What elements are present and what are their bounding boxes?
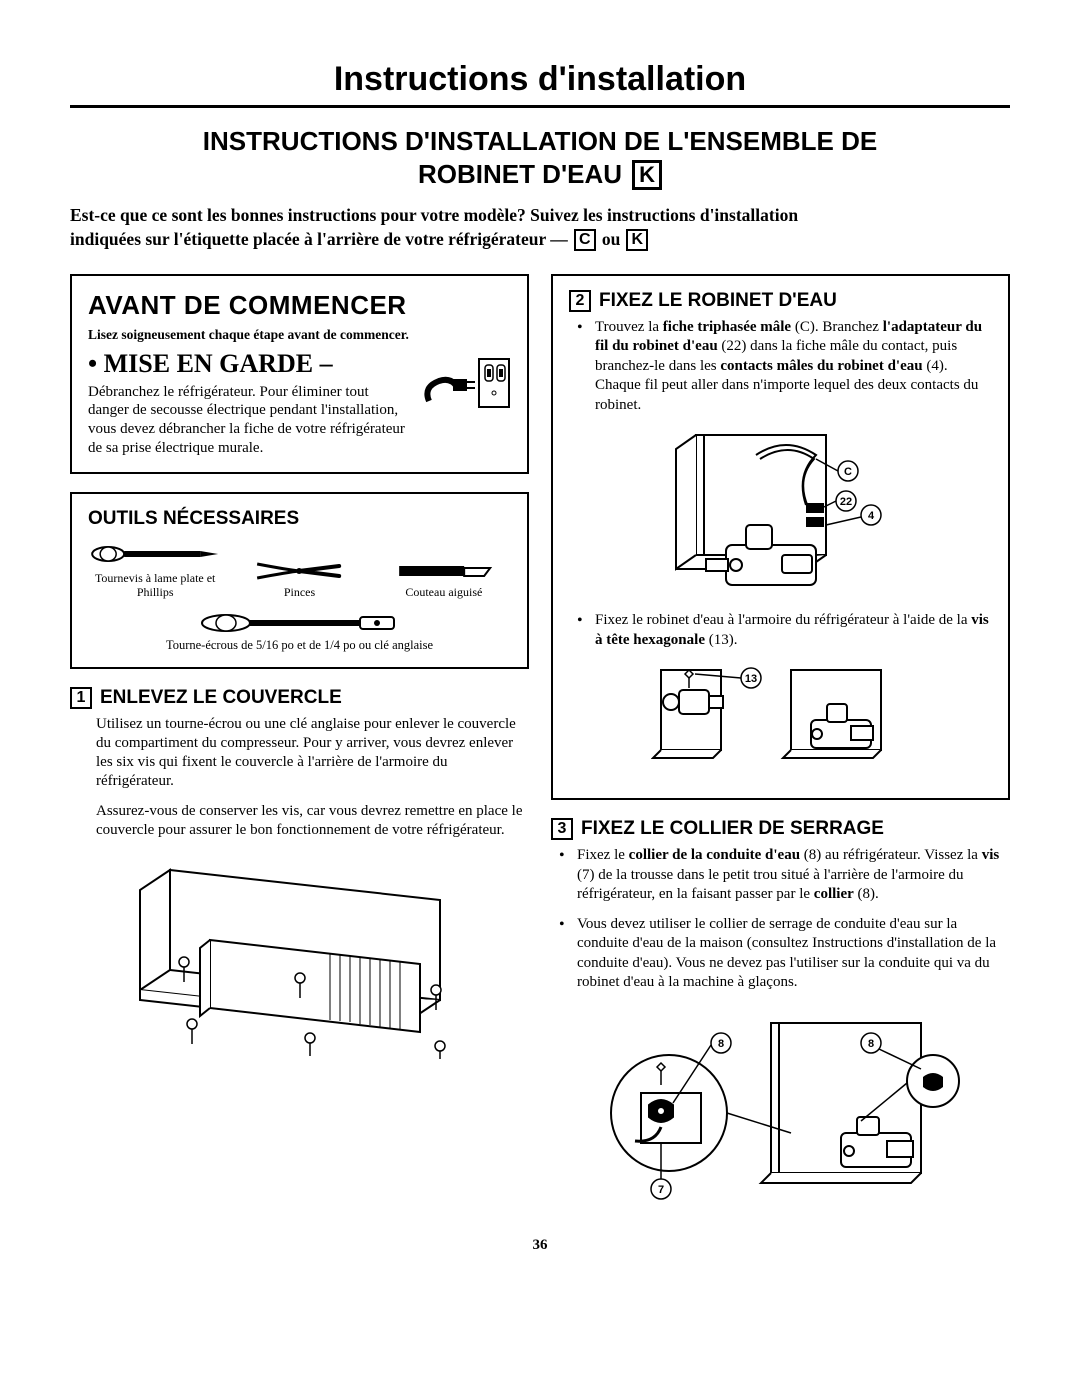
warning-label: • MISE EN GARDE –	[88, 349, 407, 379]
svg-text:22: 22	[839, 496, 851, 508]
step1: 1 ENLEVEZ LE COUVERCLE Utilisez un tourn…	[70, 687, 529, 1064]
svg-text:C: C	[844, 466, 852, 478]
step2-diagram1: C 22 4	[666, 425, 896, 605]
step1-p2: Assurez-vous de conserver les vis, car v…	[70, 802, 529, 840]
page-title: Instructions d'installation	[70, 60, 1010, 108]
before-panel: AVANT DE COMMENCER Lisez soigneusement c…	[70, 274, 529, 474]
tool-knife-label: Couteau aiguisé	[377, 585, 511, 599]
step3-diagram: 8 8 7	[601, 1003, 961, 1203]
tool-nutdriver-label: Tourne-écrous de 5/16 po et de 1/4 po ou…	[88, 638, 511, 653]
intro-text: Est-ce que ce sont les bonnes instructio…	[70, 204, 1010, 251]
step3-title: FIXEZ LE COLLIER DE SERRAGE	[581, 818, 884, 840]
step2-number: 2	[569, 290, 591, 312]
step1-number: 1	[70, 687, 92, 709]
before-subtitle: Lisez soigneusement chaque étape avant d…	[88, 327, 511, 343]
step2-panel: 2 FIXEZ LE ROBINET D'EAU Trouvez la fich…	[551, 274, 1010, 801]
right-column: 2 FIXEZ LE ROBINET D'EAU Trouvez la fich…	[551, 274, 1010, 1207]
box-letter-k: K	[632, 160, 662, 190]
svg-text:4: 4	[867, 510, 874, 522]
warning-text: Débranchez le réfrigérateur. Pour élimin…	[88, 383, 407, 458]
unplug-icon	[419, 349, 511, 419]
step1-title: ENLEVEZ LE COUVERCLE	[100, 687, 342, 709]
tool-screwdriver-label: Tournevis à lame plate et Phillips	[88, 571, 222, 600]
box-letter-c: C	[574, 229, 596, 251]
box-letter-k-small: K	[626, 229, 648, 251]
svg-text:8: 8	[717, 1038, 723, 1050]
step2-title: FIXEZ LE ROBINET D'EAU	[599, 290, 837, 312]
page-number: 36	[70, 1237, 1010, 1254]
before-title: AVANT DE COMMENCER	[88, 290, 511, 321]
step2-diagram2: 13	[651, 660, 911, 780]
section-title: INSTRUCTIONS D'INSTALLATION DE L'ENSEMBL…	[70, 126, 1010, 190]
tool-pliers-label: Pinces	[232, 585, 366, 599]
step3-bullet2: Vous devez utiliser le collier de serrag…	[573, 915, 1010, 993]
pliers-icon	[232, 560, 366, 582]
nutdriver-icon	[200, 612, 400, 634]
left-column: AVANT DE COMMENCER Lisez soigneusement c…	[70, 274, 529, 1064]
step2-bullet1: Trouvez la fiche triphasée mâle (C). Bra…	[591, 318, 992, 416]
intro-line1: Est-ce que ce sont les bonnes instructio…	[70, 204, 1010, 228]
step1-p1: Utilisez un tourne-écrou ou une clé angl…	[70, 715, 529, 792]
knife-icon	[377, 560, 511, 582]
section-title-line1: INSTRUCTIONS D'INSTALLATION DE L'ENSEMBL…	[203, 126, 877, 157]
section-title-line2: ROBINET D'EAU	[418, 159, 622, 190]
step1-diagram	[110, 850, 490, 1060]
step3: 3 FIXEZ LE COLLIER DE SERRAGE Fixez le c…	[551, 818, 1010, 1207]
tools-title: OUTILS NÉCESSAIRES	[88, 508, 511, 530]
screwdriver-icon	[88, 540, 222, 568]
intro-line2-prefix: indiquées sur l'étiquette placée à l'arr…	[70, 228, 568, 252]
svg-text:7: 7	[657, 1184, 663, 1196]
step3-bullet1: Fixez le collier de la conduite d'eau (8…	[573, 846, 1010, 905]
svg-text:8: 8	[867, 1038, 873, 1050]
step2-bullet2: Fixez le robinet d'eau à l'armoire du ré…	[591, 611, 992, 650]
svg-text:13: 13	[744, 673, 756, 685]
tools-panel: OUTILS NÉCESSAIRES Tournevis à lame plat…	[70, 492, 529, 669]
intro-ou: ou	[602, 228, 620, 252]
step3-number: 3	[551, 818, 573, 840]
